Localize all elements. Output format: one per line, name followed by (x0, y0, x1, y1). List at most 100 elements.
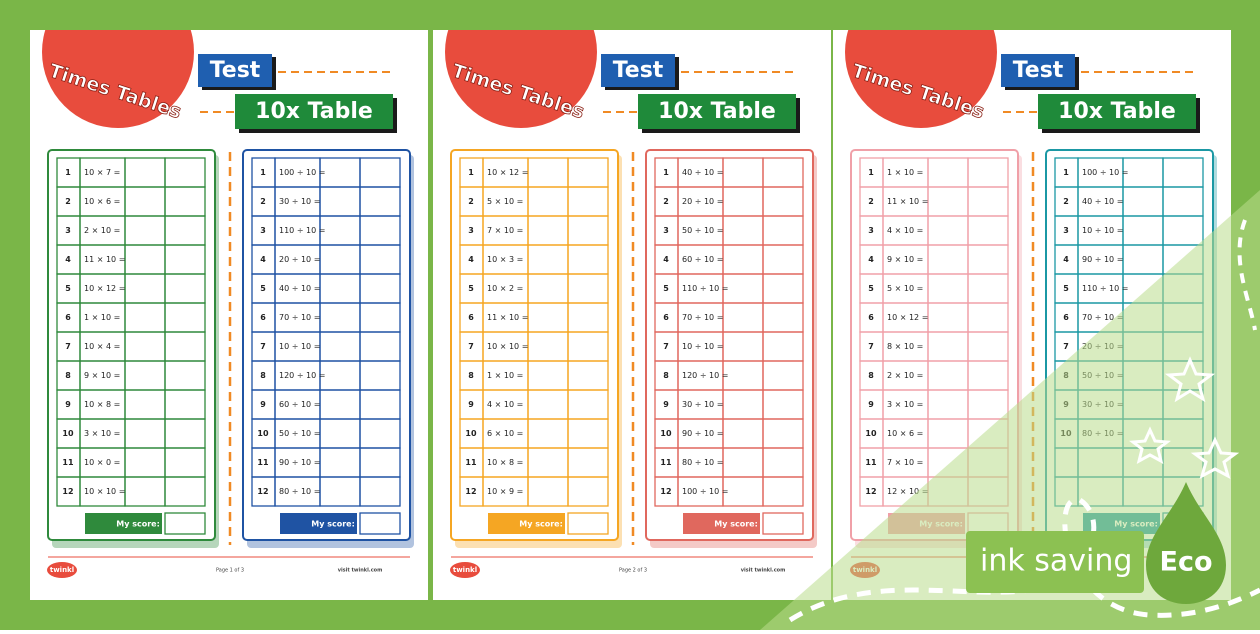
question: 50 ÷ 10 = (682, 226, 723, 235)
row-number: 2 (468, 197, 474, 206)
question: 90 ÷ 10 = (279, 458, 320, 467)
row-number: 8 (468, 371, 474, 380)
question: 10 × 4 = (84, 342, 120, 351)
row-number: 6 (663, 313, 669, 322)
page-number: Page 2 of 3 (619, 568, 647, 574)
question: 9 × 10 = (84, 371, 120, 380)
question: 10 × 12 = (487, 168, 528, 177)
question: 1 × 10 = (84, 313, 120, 322)
question: 80 ÷ 10 = (682, 458, 723, 467)
row-number: 12 (465, 487, 476, 496)
star (1129, 426, 1171, 464)
subtitle: 10x Table (255, 99, 373, 124)
question: 10 × 7 = (84, 168, 120, 177)
question: 70 ÷ 10 = (279, 313, 320, 322)
row-number: 2 (868, 197, 874, 206)
question: 10 × 6 = (84, 197, 120, 206)
panel (645, 149, 814, 541)
row-number: 11 (660, 458, 672, 467)
eco-overlay (760, 190, 1260, 630)
question: 100 ÷ 10 = (1082, 168, 1128, 177)
row-number: 11 (62, 458, 74, 467)
question: 2 × 10 = (84, 226, 120, 235)
star (1164, 356, 1216, 403)
question: 120 ÷ 10 = (279, 371, 325, 380)
row-number: 7 (1063, 342, 1069, 351)
row-number: 4 (65, 255, 71, 264)
row-number: 3 (663, 226, 669, 235)
question: 100 ÷ 10 = (682, 487, 728, 496)
eco-label: ink saving (980, 544, 1132, 579)
cell (762, 476, 804, 507)
question: 30 ÷ 10 = (682, 400, 723, 409)
question: 11 × 10 = (84, 255, 125, 264)
badge-box (1001, 54, 1075, 87)
question: 60 ÷ 10 = (279, 400, 320, 409)
score-label-box (280, 513, 357, 534)
question: 12 × 10 = (887, 487, 928, 496)
score-label-box (85, 513, 162, 534)
question: 120 ÷ 10 = (682, 371, 728, 380)
row-number: 3 (1063, 226, 1069, 235)
question: 10 × 0 = (84, 458, 120, 467)
question: 7 × 10 = (487, 226, 523, 235)
subtitle-box (235, 94, 393, 129)
score-box (567, 512, 609, 535)
question: 10 × 10 = (84, 487, 125, 496)
row-number: 9 (468, 400, 474, 409)
cell (164, 476, 206, 507)
question: 10 × 8 = (487, 458, 523, 467)
row-number: 10 (660, 429, 672, 438)
row-number: 1 (1063, 168, 1069, 177)
subtitle: 10x Table (1058, 99, 1176, 124)
question: 40 ÷ 10 = (279, 284, 320, 293)
eco-badge: Eco (1160, 547, 1213, 578)
row-number: 1 (260, 168, 266, 177)
question: 10 × 12 = (84, 284, 125, 293)
question: 30 ÷ 10 = (279, 197, 320, 206)
eco-label-box (966, 531, 1144, 593)
badge: Test (210, 58, 261, 83)
question: 10 × 3 = (487, 255, 523, 264)
row-number: 5 (65, 284, 71, 293)
eco-drop (1146, 482, 1226, 604)
row-number: 8 (663, 371, 669, 380)
question: 4 × 10 = (487, 400, 523, 409)
panel (47, 149, 216, 541)
row-number: 11 (257, 458, 269, 467)
panel (450, 149, 619, 541)
score-label: My score: (116, 520, 160, 529)
question: 90 ÷ 10 = (682, 429, 723, 438)
question: 3 × 10 = (84, 429, 120, 438)
question: 10 × 8 = (84, 400, 120, 409)
page-number: Page 1 of 3 (216, 568, 244, 574)
question: 10 ÷ 10 = (682, 342, 723, 351)
row-number: 8 (260, 371, 266, 380)
score-box (762, 512, 804, 535)
question: 110 ÷ 10 = (1082, 284, 1128, 293)
question: 10 × 2 = (487, 284, 523, 293)
row-number: 12 (660, 487, 671, 496)
badge-box (198, 54, 272, 87)
cell (567, 476, 609, 507)
logo-mark (47, 562, 77, 578)
row-number: 2 (65, 197, 71, 206)
score-box (164, 512, 206, 535)
row-number: 9 (868, 400, 874, 409)
row-number: 6 (868, 313, 874, 322)
star (1190, 436, 1240, 480)
cell (359, 476, 401, 507)
score-label: My score: (311, 520, 355, 529)
row-number: 1 (868, 168, 874, 177)
row-number: 9 (663, 400, 669, 409)
question: 10 ÷ 10 = (1082, 226, 1123, 235)
question: 11 × 10 = (887, 197, 928, 206)
question: 2 × 10 = (887, 371, 923, 380)
question: 60 ÷ 10 = (682, 255, 723, 264)
row-number: 7 (260, 342, 266, 351)
question: 10 ÷ 10 = (279, 342, 320, 351)
